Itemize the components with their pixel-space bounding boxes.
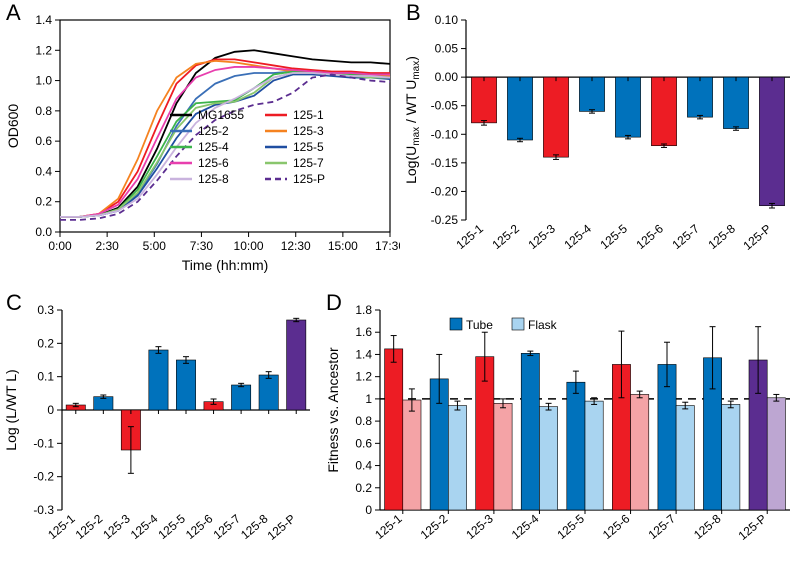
svg-text:1.4: 1.4: [35, 13, 52, 27]
panel-b-label: B: [406, 0, 421, 26]
svg-text:1.2: 1.2: [355, 370, 372, 384]
svg-text:125-6: 125-6: [183, 511, 216, 542]
svg-text:Fitness vs. Ancestor: Fitness vs. Ancestor: [325, 347, 341, 473]
svg-text:0: 0: [365, 503, 372, 517]
svg-text:1.2: 1.2: [35, 43, 52, 57]
svg-text:0.8: 0.8: [355, 414, 372, 428]
svg-text:2:30: 2:30: [95, 239, 119, 253]
svg-text:OD600: OD600: [5, 104, 21, 149]
svg-text:0.2: 0.2: [35, 195, 52, 209]
svg-text:125-8: 125-8: [691, 511, 724, 542]
panel-a-label: A: [6, 0, 21, 26]
svg-text:0: 0: [47, 403, 54, 417]
svg-text:12:30: 12:30: [281, 239, 311, 253]
svg-text:125-3: 125-3: [100, 511, 133, 542]
svg-text:125-3: 125-3: [293, 124, 324, 138]
svg-text:-0.25: -0.25: [431, 213, 459, 227]
svg-text:-0.05: -0.05: [431, 99, 459, 113]
svg-text:-0.15: -0.15: [431, 156, 459, 170]
svg-text:125-6: 125-6: [633, 221, 666, 252]
svg-text:125-5: 125-5: [155, 511, 188, 542]
svg-text:0.4: 0.4: [355, 459, 372, 473]
svg-text:125-1: 125-1: [372, 511, 405, 542]
svg-text:0.05: 0.05: [435, 42, 459, 56]
panel-d: D 0 0.2 0.4 0.6 0.8 1 1.2 1.4 1.6 1.8 125-1 125-2 12…: [320, 290, 800, 570]
svg-text:125-2: 125-2: [418, 511, 451, 542]
svg-text:MG1655: MG1655: [198, 108, 244, 122]
svg-text:125-4: 125-4: [561, 221, 594, 252]
panel-a: A 0.0 0.2 0.4 0.6 0.8 1.0 1.2 1.4 0:00 2:30 5:00 7:…: [0, 0, 400, 280]
svg-text:5:00: 5:00: [143, 239, 167, 253]
svg-text:125-5: 125-5: [597, 221, 630, 252]
svg-text:7:30: 7:30: [190, 239, 214, 253]
svg-text:0.00: 0.00: [435, 70, 459, 84]
panel-d-label: D: [326, 290, 342, 316]
svg-text:125-7: 125-7: [211, 511, 244, 542]
svg-text:-0.3: -0.3: [33, 503, 54, 517]
svg-text:Flask: Flask: [528, 318, 558, 332]
svg-text:125-2: 125-2: [73, 511, 106, 542]
svg-text:125-P: 125-P: [293, 172, 325, 186]
svg-text:0:00: 0:00: [48, 239, 72, 253]
svg-text:0.8: 0.8: [35, 104, 52, 118]
svg-text:0.6: 0.6: [355, 436, 372, 450]
svg-text:125-4: 125-4: [128, 511, 161, 542]
svg-text:-0.2: -0.2: [33, 470, 54, 484]
svg-text:10:00: 10:00: [234, 239, 264, 253]
svg-text:1.0: 1.0: [35, 74, 52, 88]
svg-text:Time (hh:mm): Time (hh:mm): [182, 257, 269, 273]
panel-a-chart: 0.0 0.2 0.4 0.6 0.8 1.0 1.2 1.4 0:00 2:30 5:00 7:30…: [0, 0, 400, 280]
svg-text:125-6: 125-6: [198, 156, 229, 170]
svg-text:125-8: 125-8: [705, 221, 738, 252]
svg-text:125-P: 125-P: [736, 512, 770, 543]
svg-text:125-P: 125-P: [740, 222, 774, 253]
svg-text:125-1: 125-1: [293, 108, 324, 122]
panel-b: B -0.25 -0.20 -0.15 -0.10 -0.05 0.00 0.05 0.10 1…: [400, 0, 800, 280]
svg-text:1.6: 1.6: [355, 325, 372, 339]
panel-d-chart: 0 0.2 0.4 0.6 0.8 1 1.2 1.4 1.6 1.8 125-1 125-2 125-…: [320, 290, 800, 570]
svg-text:1.8: 1.8: [355, 303, 372, 317]
svg-text:1.4: 1.4: [355, 347, 372, 361]
svg-text:125-3: 125-3: [463, 511, 496, 542]
svg-text:0.3: 0.3: [37, 303, 54, 317]
svg-text:Log (L/WT L): Log (L/WT L): [3, 369, 19, 450]
svg-text:-0.20: -0.20: [431, 184, 459, 198]
svg-text:125-5: 125-5: [293, 140, 324, 154]
svg-text:15:00: 15:00: [328, 239, 358, 253]
panel-c-chart: -0.3-0.2-0.100.10.20.3125-1125-2125-3125…: [0, 290, 320, 570]
svg-text:0.2: 0.2: [355, 481, 372, 495]
svg-text:-0.10: -0.10: [431, 127, 459, 141]
svg-text:0.10: 0.10: [435, 13, 459, 27]
svg-text:125-7: 125-7: [293, 156, 324, 170]
svg-text:1: 1: [365, 392, 372, 406]
svg-text:125-7: 125-7: [646, 511, 679, 542]
svg-text:125-3: 125-3: [525, 221, 558, 252]
svg-text:125-2: 125-2: [198, 124, 229, 138]
panel-b-chart: -0.25 -0.20 -0.15 -0.10 -0.05 0.00 0.05 0.10 125…: [400, 0, 800, 280]
svg-text:0.0: 0.0: [35, 225, 52, 239]
svg-text:125-2: 125-2: [489, 221, 522, 252]
svg-text:17:30: 17:30: [375, 239, 400, 253]
panel-c-label: C: [6, 290, 22, 316]
figure-container: A 0.0 0.2 0.4 0.6 0.8 1.0 1.2 1.4 0:00 2:30 5:00 7:…: [0, 0, 800, 570]
svg-text:0.1: 0.1: [37, 370, 54, 384]
svg-text:0.6: 0.6: [35, 134, 52, 148]
panel-c: C -0.3-0.2-0.100.10.20.3125-1125-2125-31…: [0, 290, 320, 570]
svg-text:125-1: 125-1: [453, 221, 486, 252]
svg-text:Tube: Tube: [466, 318, 493, 332]
svg-text:125-7: 125-7: [669, 221, 702, 252]
svg-text:125-6: 125-6: [600, 511, 633, 542]
svg-text:125-4: 125-4: [509, 511, 542, 542]
svg-text:125-8: 125-8: [198, 172, 229, 186]
svg-text:125-4: 125-4: [198, 140, 229, 154]
svg-text:125-P: 125-P: [265, 512, 299, 543]
svg-text:125-8: 125-8: [238, 511, 271, 542]
svg-text:-0.1: -0.1: [33, 436, 54, 450]
svg-text:0.4: 0.4: [35, 164, 52, 178]
svg-text:Log(Umax / WT Umax): Log(Umax / WT Umax): [403, 56, 422, 184]
svg-text:125-5: 125-5: [554, 511, 587, 542]
svg-text:0.2: 0.2: [37, 336, 54, 350]
